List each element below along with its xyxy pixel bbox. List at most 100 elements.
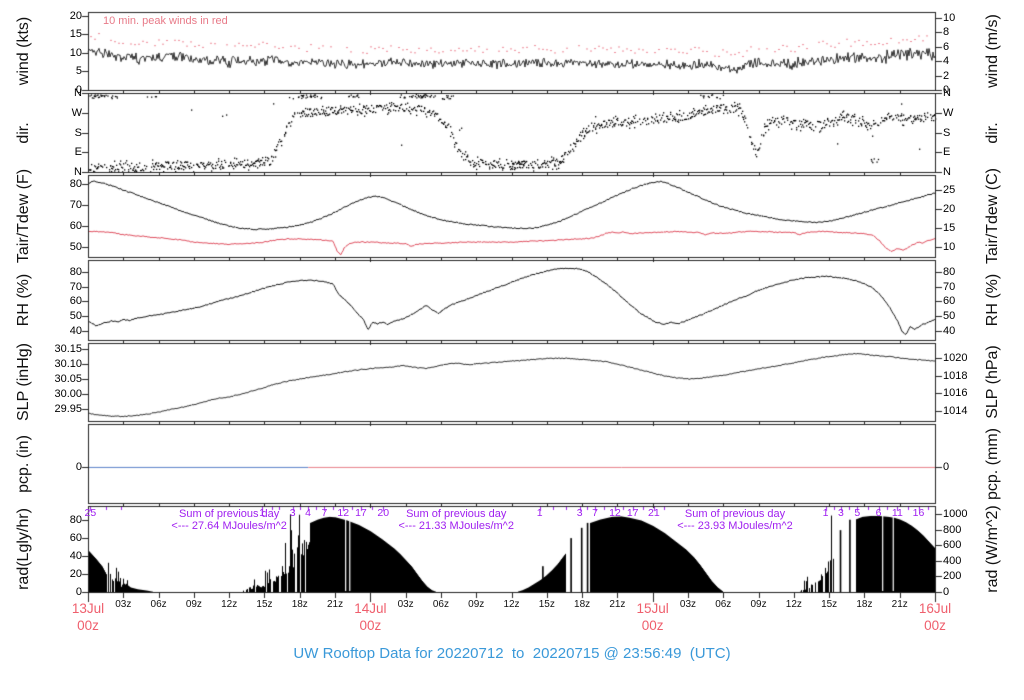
y-tick-label-right: 1014: [943, 404, 968, 417]
y-tick-label-right: 15: [943, 222, 956, 235]
mjoule-marker-label: 25: [84, 507, 97, 519]
y-tick-label-left: 80: [69, 513, 82, 526]
y-tick-label-left: 60: [69, 220, 82, 233]
x-hour-label: 18z: [856, 599, 873, 610]
x-hour-label: 03z: [679, 599, 697, 610]
y-tick-label-left: 50: [69, 241, 82, 254]
mjoule-marker-label: 12: [609, 507, 621, 519]
mjoule-marker-label: 1: [536, 507, 543, 519]
y-tick-label-left: 20: [69, 567, 82, 580]
x-hour-label: 09z: [468, 599, 485, 610]
y-tick-label-left: 30.00: [54, 388, 82, 400]
mjoule-marker-label: 3: [837, 507, 844, 519]
x-date-label: 00z: [359, 618, 382, 633]
x-date-label: 00z: [641, 618, 664, 633]
y-tick-label-right: 800: [943, 523, 962, 536]
y-tick-label-left: N: [74, 166, 82, 178]
mjoule-marker-label: 17: [626, 507, 639, 519]
x-hour-label: 06z: [432, 599, 449, 610]
y-tick-label-left: N: [74, 87, 82, 99]
y-tick-label-right: 20: [943, 203, 956, 216]
x-hour-label: 03z: [397, 599, 414, 610]
mjoule-marker-label: 1: [259, 507, 266, 519]
y-tick-label-left: 0: [75, 586, 82, 598]
x-hour-label: 12z: [785, 599, 802, 610]
sum-annotation-line1: Sum of previous day: [406, 508, 507, 520]
y-tick-label-left: 40: [69, 549, 82, 562]
x-hour-label: 21z: [609, 599, 626, 610]
y-tick-label-right: 6: [943, 40, 950, 53]
x-hour-label: 06z: [150, 599, 167, 610]
y-tick-label-right: 40: [943, 325, 956, 338]
y-tick-label-right: N: [943, 87, 951, 99]
y-tick-label-right: 10: [943, 241, 956, 254]
y-tick-label-right: 1018: [943, 369, 968, 382]
y-tick-label-left: 30.15: [54, 343, 82, 355]
axis-title-left-pcp: pcp. (in): [15, 434, 32, 493]
x-hour-label: 09z: [750, 599, 767, 610]
x-hour-label: 12z: [221, 599, 238, 610]
y-tick-label-left: 70: [69, 280, 82, 293]
y-tick-label-left: 5: [75, 65, 82, 78]
y-tick-label-right: 1016: [943, 387, 968, 400]
sum-annotation-line1: Sum of previous day: [684, 508, 786, 520]
peak-wind-note: 10 min. peak winds in red: [103, 15, 228, 27]
y-tick-label-right: 4: [943, 55, 950, 68]
x-date-label: 00z: [77, 618, 99, 633]
axis-title-left-rh: RH (%): [15, 273, 32, 327]
axis-title-left-slp: SLP (inHg): [15, 343, 32, 421]
y-tick-label-right: 8: [943, 26, 950, 39]
mjoule-marker-label: 17: [355, 507, 367, 519]
y-tick-label-right: 60: [943, 295, 956, 308]
mjoule-marker-label: 4: [305, 507, 311, 519]
y-tick-label-left: 70: [69, 198, 82, 211]
y-tick-label-right: 1020: [943, 351, 968, 364]
y-tick-label-left: 30.10: [54, 358, 82, 370]
x-date-label: 00z: [924, 618, 946, 633]
mjoule-marker-label: 1: [822, 507, 829, 519]
mjoule-marker-label: 3: [289, 507, 296, 519]
x-hour-label: 15z: [256, 599, 273, 610]
sum-annotation-line2: <--- 27.64 MJoules/m^2: [171, 520, 287, 532]
axis-title-left-dir: dir.: [15, 121, 32, 144]
mjoule-marker-label: 7: [321, 507, 328, 519]
mjoule-marker-label: 5: [854, 507, 861, 519]
x-date-label: 15Jul: [636, 601, 669, 616]
y-tick-label-right: 10: [943, 11, 956, 24]
y-tick-label-right: 50: [943, 310, 956, 323]
y-tick-label-left: 15: [69, 28, 82, 41]
y-tick-label-right: 2: [943, 69, 950, 82]
mjoule-marker-label: 16: [912, 507, 925, 519]
x-hour-label: 15z: [538, 599, 555, 610]
x-hour-label: 09z: [185, 599, 202, 610]
x-hour-label: 06z: [715, 599, 732, 610]
y-tick-label-left: 80: [69, 265, 82, 278]
x-hour-label: 18z: [291, 599, 308, 610]
y-tick-label-right: 400: [943, 554, 962, 567]
y-tick-label-left: 20: [69, 9, 82, 22]
y-tick-label-right: 200: [943, 570, 962, 583]
y-tick-label-left: 40: [69, 325, 82, 338]
y-tick-label-left: 10: [69, 46, 82, 59]
mjoule-marker-label: 21: [647, 507, 660, 519]
x-date-label: 16Jul: [918, 601, 952, 616]
y-tick-label-right: E: [943, 146, 951, 159]
mjoule-marker-label: 12: [337, 507, 350, 519]
y-tick-label-left: S: [74, 126, 82, 139]
sum-annotation-line2: <--- 23.93 MJoules/m^2: [677, 520, 793, 532]
y-tick-label-right: 0: [943, 461, 950, 474]
y-tick-label-left: 29.95: [54, 403, 82, 415]
y-tick-label-right: N: [943, 166, 951, 178]
axis-title-left-wind: wind (kts): [15, 16, 32, 86]
y-tick-label-right: S: [943, 126, 951, 139]
y-tick-label-left: 80: [69, 177, 82, 190]
sum-annotation-line2: <--- 21.33 MJoules/m^2: [398, 520, 514, 532]
mjoule-marker-label: 20: [377, 507, 390, 519]
x-hour-label: 21z: [891, 599, 908, 610]
y-tick-label-left: 60: [69, 295, 82, 308]
figure-title: UW Rooftop Data for 20220712 to 20220715…: [293, 645, 731, 662]
y-tick-label-left: 30.05: [54, 373, 82, 385]
x-hour-label: 03z: [115, 599, 132, 610]
y-tick-label-left: 0: [75, 461, 82, 474]
